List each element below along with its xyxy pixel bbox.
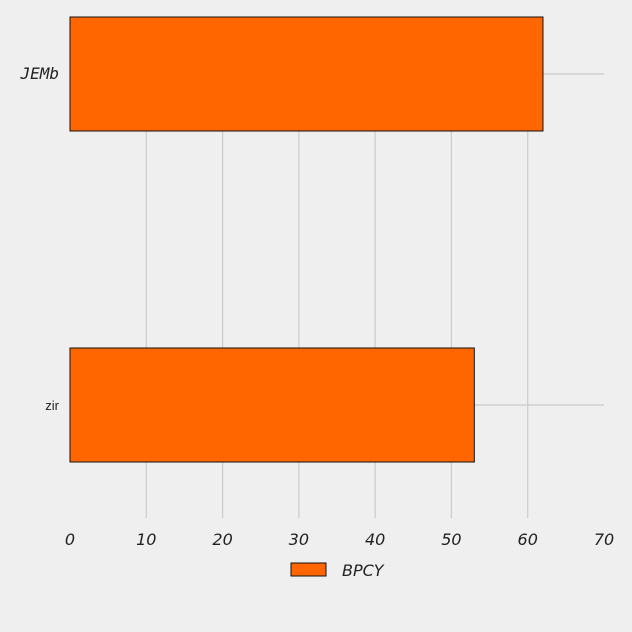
x-tick-label: 60: [518, 530, 538, 549]
bar-jemb: [69, 16, 544, 132]
x-tick-label: 40: [365, 530, 385, 549]
x-tick-label: 0: [65, 530, 75, 549]
x-tick-label: 50: [441, 530, 461, 549]
legend: BPCY: [290, 561, 385, 580]
x-tick-label: 10: [136, 530, 156, 549]
y-tick-label: JEMb: [19, 64, 59, 83]
legend-swatch: [290, 562, 327, 577]
y-tick-labels: JEMb zir: [19, 64, 59, 413]
y-tick-label: zir: [45, 398, 59, 413]
x-tick-label: 70: [594, 530, 614, 549]
bars: [69, 16, 544, 463]
x-tick-label: 30: [289, 530, 309, 549]
legend-label: BPCY: [342, 561, 385, 580]
x-tick-labels: 0 10 20 30 40 50 60 70: [65, 530, 614, 549]
bar-zir: [69, 347, 475, 463]
x-tick-label: 20: [212, 530, 232, 549]
